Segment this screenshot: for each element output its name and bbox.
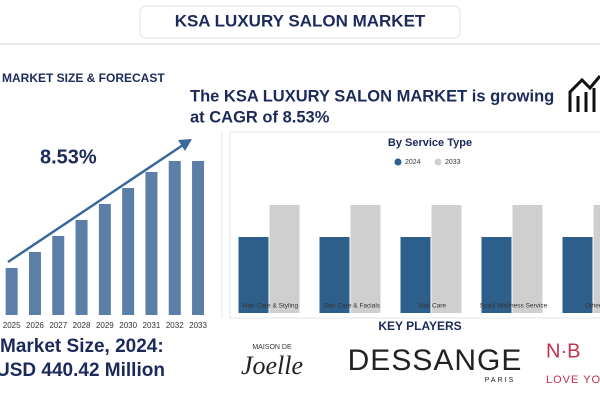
bar <box>238 237 269 313</box>
legend-swatch <box>434 158 442 166</box>
bar <box>431 205 462 313</box>
x-tick-label: 2031 <box>143 321 161 330</box>
header-title: KSA LUXURY SALON MARKET <box>175 11 426 30</box>
bar <box>319 237 350 313</box>
x-tick-label: Nail Care <box>419 303 446 310</box>
bar <box>562 237 593 313</box>
header-box <box>139 5 461 39</box>
bar <box>593 205 600 313</box>
bar <box>269 205 300 313</box>
x-tick-label: 2033 <box>189 321 207 330</box>
x-tick-label: 2028 <box>73 321 91 330</box>
annotation: 8.53% <box>40 146 97 168</box>
x-tick-label: Others <box>585 303 600 310</box>
x-tick-label: 2029 <box>96 321 114 330</box>
growth-icon <box>568 75 600 112</box>
headline: The KSA LUXURY SALON MARKET is growing <box>190 87 554 105</box>
bar <box>28 252 41 315</box>
bar <box>350 205 381 313</box>
logo-text: LOVE YOU <box>546 374 600 386</box>
trend-arrow <box>7 143 184 264</box>
right-chart-title: By Service Type <box>388 137 472 149</box>
bar <box>512 205 543 313</box>
key-players-title: KEY PLAYERS <box>378 319 461 333</box>
arrow-head <box>178 139 192 151</box>
x-tick-label: Hair Care & Styling <box>243 303 299 310</box>
x-tick-label: 2030 <box>119 321 137 330</box>
panel <box>229 131 600 319</box>
bar <box>481 237 512 313</box>
x-tick-label: 2025 <box>3 321 21 330</box>
x-tick-label: 2027 <box>49 321 67 330</box>
logo-text: Joelle <box>241 351 303 380</box>
market-size-label: Market Size, 2024: <box>0 336 164 357</box>
bar <box>52 236 65 315</box>
left-chart-title: MARKET SIZE & FORECAST <box>2 71 165 85</box>
logo-text: N·B <box>546 340 580 362</box>
logo-text: DESSANGE <box>348 344 523 377</box>
x-tick-label: Spa& Wellness Service <box>480 303 548 310</box>
legend-label: 2024 <box>405 159 421 166</box>
logo-text: PARIS <box>485 377 516 384</box>
legend-swatch <box>394 158 402 166</box>
bar <box>5 268 18 315</box>
legend-label: 2033 <box>445 159 461 166</box>
headline: at CAGR of 8.53% <box>190 108 330 126</box>
bar <box>168 161 181 315</box>
bar <box>122 188 135 315</box>
x-tick-label: 2032 <box>166 321 184 330</box>
bar <box>145 172 158 315</box>
bar <box>192 161 205 315</box>
bar <box>98 204 111 315</box>
bar <box>400 237 431 313</box>
x-tick-label: 2026 <box>26 321 44 330</box>
x-tick-label: Skin Care & Facials <box>323 303 381 310</box>
market-size-value: USD 440.42 Million <box>0 360 165 381</box>
logo-text: MAISON DE <box>252 344 292 351</box>
bar <box>75 220 88 315</box>
